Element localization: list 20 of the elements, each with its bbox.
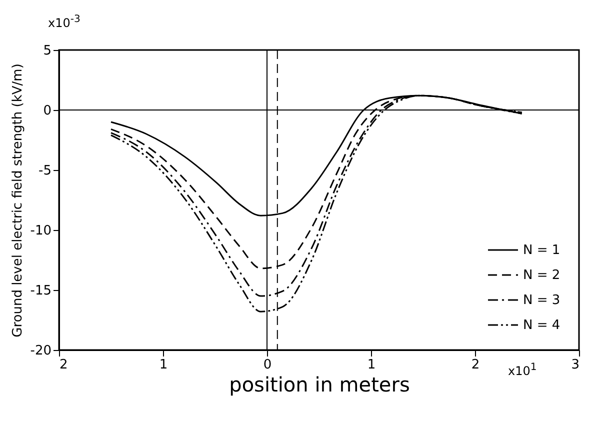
y-tick-label: -15 [30, 284, 52, 298]
y-tick-label: -20 [30, 344, 52, 358]
y-tick-label: 0 [43, 104, 52, 118]
x-axis-title: position in meters [229, 372, 410, 396]
y-tick-label: -10 [30, 224, 52, 238]
x-tick-label: 3 [571, 358, 580, 372]
text: x10$^{1}$ [508, 362, 537, 378]
legend-label: N = 2 [523, 268, 560, 283]
y-tick-label: -5 [38, 164, 52, 178]
legend-label: N = 1 [523, 243, 560, 258]
x-tick-label: 1 [367, 358, 376, 372]
x-tick-label: 2 [471, 358, 480, 372]
y-axis-title: Ground level electric field strength (kV/m) [10, 64, 26, 338]
legend-label: N = 3 [523, 293, 560, 308]
x-tick-label: 2 [60, 358, 68, 372]
text: x10$^{-3}$ [48, 14, 80, 30]
legend-label: N = 4 [523, 318, 560, 333]
x-tick-label: 1 [159, 358, 168, 372]
x-tick-label: 0 [263, 358, 272, 372]
y-tick-label: 5 [43, 44, 52, 58]
